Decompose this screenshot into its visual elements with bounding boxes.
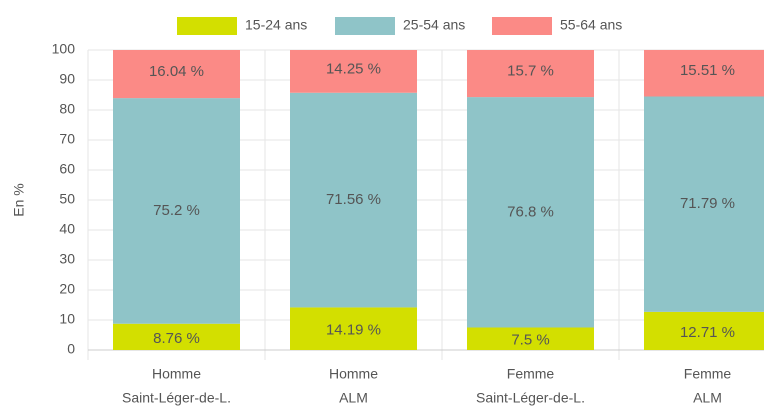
x-tick-label: ALM [693,390,722,406]
value-label: 71.56 % [326,191,381,208]
bar-segment [290,92,417,308]
value-label: 7.5 % [511,332,549,349]
y-tick-label: 100 [52,41,76,57]
value-label: 16.04 % [149,63,204,80]
bar-segment [113,323,240,350]
x-tick-label: Homme [152,366,201,382]
x-tick-label: Saint-Léger-de-L. [476,390,585,406]
value-label: 76.8 % [507,203,554,220]
value-label: 15.7 % [507,63,554,80]
y-tick-label: 80 [59,101,75,117]
bar-segment [113,50,240,99]
x-tick-label: Homme [329,366,378,382]
x-tick-label: ALM [339,390,368,406]
y-tick-label: 0 [67,341,75,357]
legend-label: 15-24 ans [245,17,307,33]
legend-swatch [177,17,237,35]
x-tick-label: Femme [507,366,555,382]
value-label: 12.71 % [680,324,735,341]
value-label: 71.79 % [680,195,735,212]
x-tick-label: Femme [684,366,732,382]
bar-segment [644,49,764,97]
legend-swatch [335,17,395,35]
y-tick-label: 60 [59,161,75,177]
value-label: 8.76 % [153,330,200,347]
legend-label: 25-54 ans [403,17,465,33]
y-axis-label: En % [11,183,27,216]
legend-swatch [492,17,552,35]
bar-segment [290,307,417,350]
x-tick-label: Saint-Léger-de-L. [122,390,231,406]
y-tick-label: 10 [59,311,75,327]
y-tick-label: 40 [59,221,75,237]
value-label: 14.19 % [326,322,381,339]
bar-segment [467,50,594,98]
bar-segment [467,327,594,350]
value-label: 15.51 % [680,62,735,79]
bar-segment [467,97,594,328]
bar-segment [290,50,417,93]
y-tick-label: 90 [59,71,75,87]
y-tick-label: 50 [59,191,75,207]
bar-segment [644,96,764,312]
value-label: 75.2 % [153,202,200,219]
bar-segment [644,311,764,350]
legend-label: 55-64 ans [560,17,622,33]
value-label: 14.25 % [326,60,381,77]
y-tick-label: 20 [59,281,75,297]
y-tick-label: 70 [59,131,75,147]
bar-segment [113,98,240,324]
y-tick-label: 30 [59,251,75,267]
